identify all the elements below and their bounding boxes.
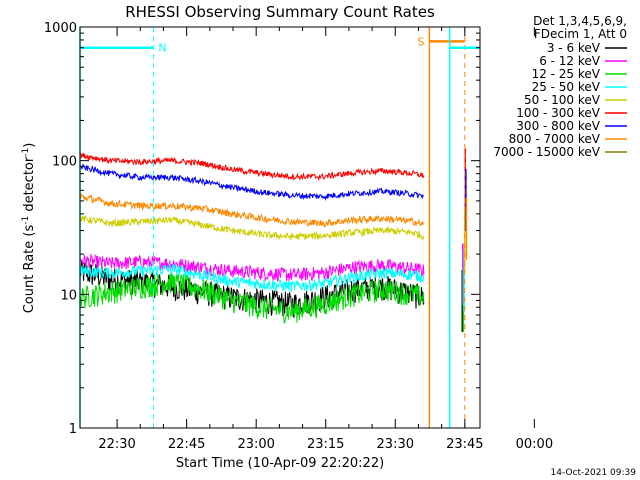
- series-line-5: [79, 152, 425, 182]
- x-tick-label: 22:45: [168, 437, 205, 452]
- chart-title: RHESSI Observing Summary Count Rates: [125, 3, 435, 21]
- series-line-6: [79, 163, 425, 202]
- series-line-3: [79, 262, 425, 293]
- legend-label-8: 7000 - 15000 keV: [493, 145, 600, 159]
- y-axis-label-sup2: -1: [21, 148, 31, 157]
- footer-date: 14-Oct-2021 09:39: [551, 468, 637, 478]
- plot-frame: [79, 26, 481, 429]
- legend-label-0: 3 - 6 keV: [547, 41, 601, 55]
- legend-header-line-1: Det 1,3,4,5,6,9,: [533, 14, 627, 28]
- series-line-4: [79, 215, 425, 241]
- flag-label-1: S: [417, 35, 424, 48]
- y-axis-label-main: Count Rate (s: [22, 225, 37, 314]
- y-tick-label: 1: [69, 422, 77, 437]
- flag-label-0: N: [158, 42, 166, 55]
- series-line-7: [79, 192, 425, 229]
- y-tick-label: 100: [52, 155, 77, 170]
- legend-header-line-2: FDecim 1, Att 0: [534, 27, 627, 41]
- x-tick-label: 00:00: [516, 437, 553, 452]
- series-layer: [79, 148, 468, 333]
- legend-label-3: 25 - 50 keV: [532, 80, 601, 94]
- legend-label-2: 12 - 25 keV: [532, 67, 601, 81]
- y-axis-label: Count Rate (s-1 detector-1): [21, 143, 37, 314]
- legend-label-1: 6 - 12 keV: [539, 54, 601, 68]
- legend-label-7: 800 - 7000 keV: [509, 132, 601, 146]
- legend-label-6: 300 - 800 keV: [516, 119, 600, 133]
- x-tick-label: 23:30: [377, 437, 414, 452]
- legend-label-5: 100 - 300 keV: [516, 106, 600, 120]
- y-tick-label: 1000: [44, 21, 77, 36]
- x-tick-label: 22:30: [98, 437, 135, 452]
- x-tick-label: 23:15: [307, 437, 344, 452]
- x-axis-label: Start Time (10-Apr-09 22:20:22): [176, 456, 384, 471]
- series-line-2: [79, 271, 425, 324]
- series-line-0: [79, 259, 425, 319]
- legend-label-4: 50 - 100 keV: [524, 93, 601, 107]
- x-tick-label: 23:00: [237, 437, 274, 452]
- y-axis: 1 10 100 1000: [44, 21, 480, 437]
- series-line-1: [79, 252, 425, 282]
- y-axis-label-mid: detector: [22, 156, 37, 216]
- y-tick-label: 10: [60, 288, 77, 303]
- y-axis-label-sup1: -1: [21, 216, 31, 225]
- x-axis: 22:30 22:45 23:00 23:15 23:30 23:45 00:00: [98, 27, 553, 452]
- y-axis-label-end: ): [22, 143, 37, 148]
- x-tick-label: 23:45: [446, 437, 483, 452]
